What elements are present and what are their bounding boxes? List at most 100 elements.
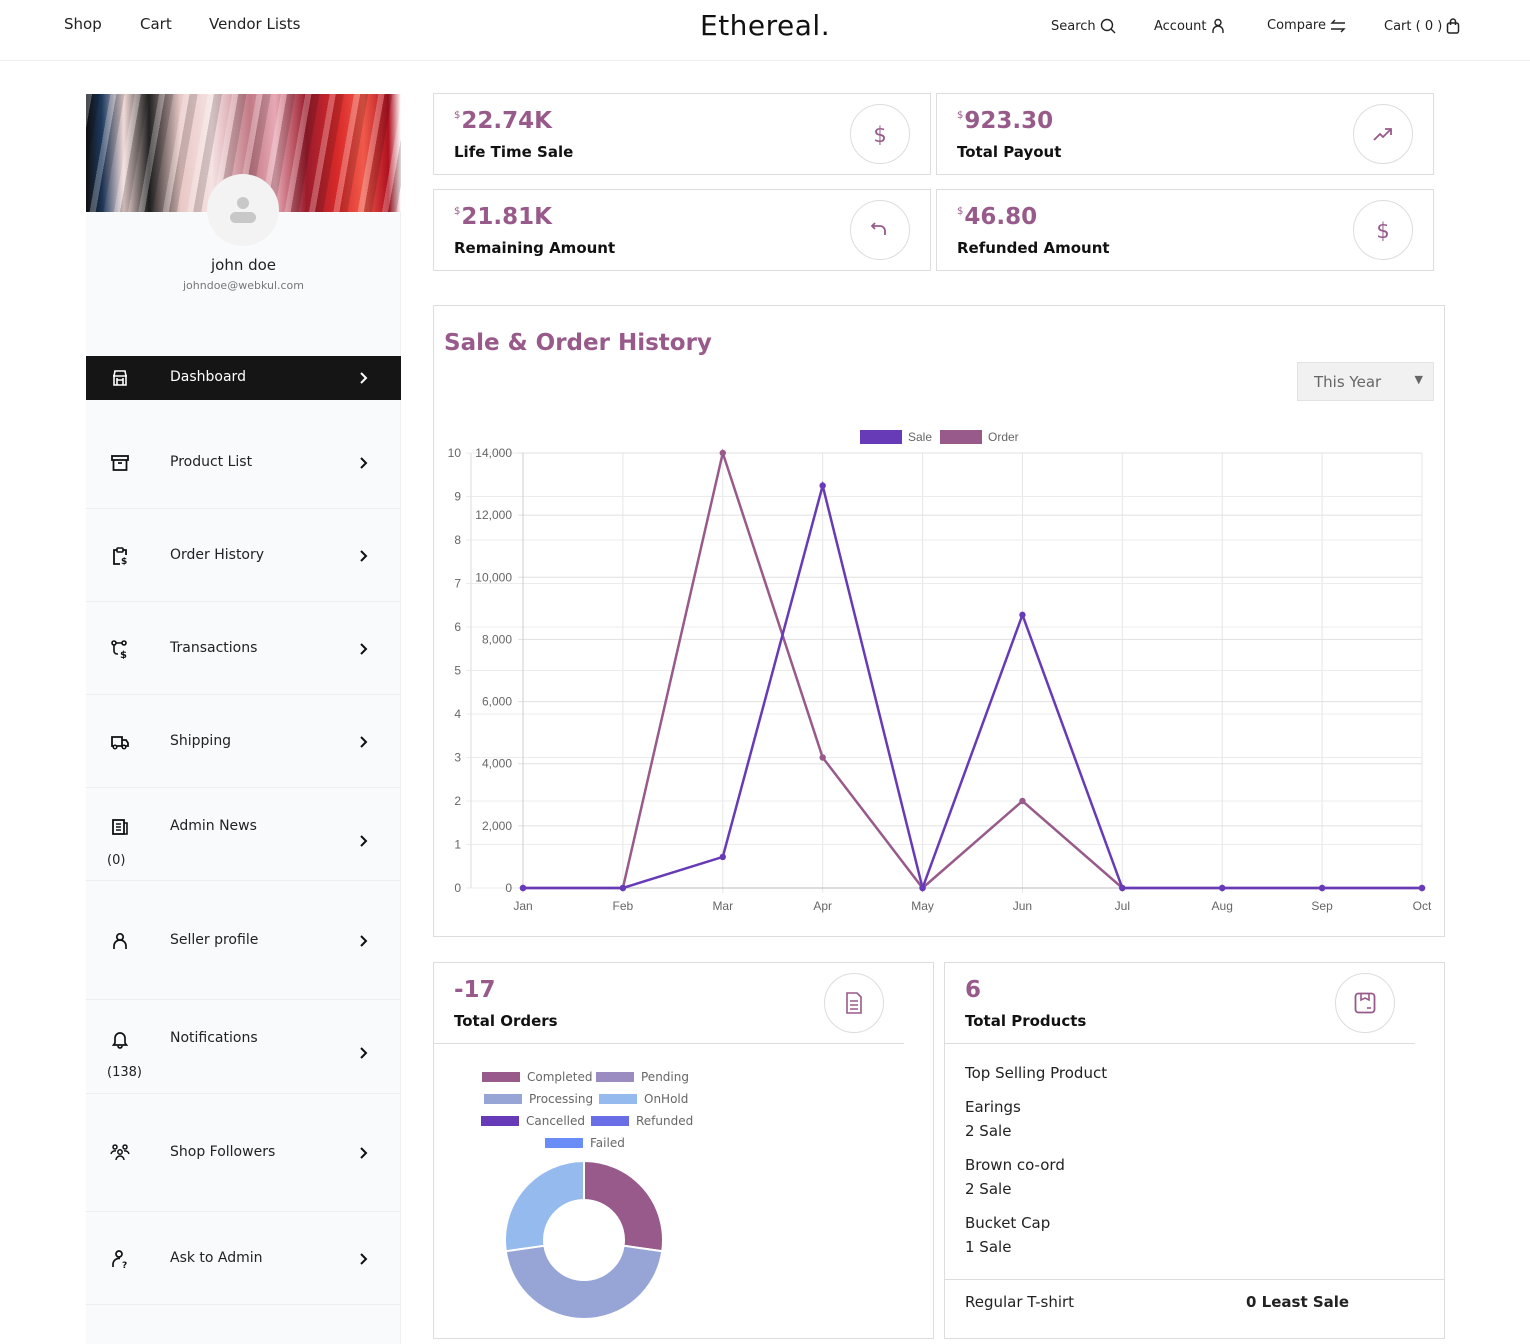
- data-point-sale[interactable]: [819, 482, 826, 489]
- legend-swatch[interactable]: [940, 430, 982, 444]
- x-tick-label: Jun: [1013, 899, 1032, 913]
- x-tick-label: Apr: [813, 899, 832, 913]
- stat-amount: 46.80: [964, 204, 1038, 230]
- legend-swatch: [591, 1116, 629, 1126]
- svg-text:$: $: [121, 557, 127, 566]
- x-tick-label: Oct: [1413, 899, 1432, 913]
- series-line-sale: [523, 480, 1422, 893]
- x-tick-label: Mar: [712, 899, 733, 913]
- divider: [434, 1043, 904, 1044]
- sidebar-item-notifications[interactable]: Notifications (138): [86, 1000, 401, 1094]
- left-tick-label: 10: [448, 446, 462, 460]
- data-point-order[interactable]: [1019, 797, 1026, 805]
- legend-label: Failed: [590, 1136, 625, 1150]
- sidebar-item-label: Shop Followers: [170, 1144, 276, 1160]
- nav-shop[interactable]: Shop: [64, 15, 102, 33]
- cart-button[interactable]: Cart ( 0 ): [1384, 18, 1460, 34]
- right-tick-label: 8,000: [482, 632, 512, 646]
- data-point-sale[interactable]: [1119, 884, 1126, 892]
- legend-item[interactable]: Failed: [545, 1136, 625, 1150]
- data-point-sale[interactable]: [1019, 611, 1026, 619]
- sidebar-item-shop-followers[interactable]: Shop Followers: [86, 1094, 401, 1212]
- stat-value: $21.81K: [454, 204, 552, 230]
- sidebar: john doe johndoe@webkul.com Dashboard Pr…: [86, 94, 401, 1344]
- bag-icon: [1447, 18, 1460, 34]
- sidebar-item-admin-news[interactable]: Admin News (0): [86, 788, 401, 881]
- undo-icon: [870, 222, 886, 235]
- legend-label[interactable]: Sale: [908, 430, 932, 444]
- bell-icon: [111, 1032, 129, 1049]
- stat-value: $22.74K: [454, 108, 552, 134]
- data-point-sale[interactable]: [719, 853, 726, 861]
- search-button[interactable]: Search: [1051, 18, 1116, 34]
- users-icon: [110, 1144, 130, 1161]
- sidebar-item-product-list[interactable]: Product List: [86, 416, 401, 509]
- legend-swatch[interactable]: [860, 430, 902, 444]
- chevron-right-icon: [360, 549, 368, 562]
- stat-amount: 923.30: [964, 108, 1054, 134]
- orders-icon-badge: [824, 973, 884, 1033]
- data-point-sale[interactable]: [919, 884, 926, 892]
- data-point-order[interactable]: [819, 754, 826, 761]
- arrows-exchange-icon: [1330, 19, 1346, 32]
- legend-swatch: [484, 1094, 522, 1104]
- clipboard-dollar-icon: $: [113, 546, 127, 566]
- x-tick-label: Jul: [1115, 899, 1130, 913]
- nav-vendor-lists[interactable]: Vendor Lists: [209, 15, 301, 33]
- legend-item[interactable]: Cancelled: [481, 1114, 585, 1128]
- x-tick-label: May: [911, 899, 934, 913]
- legend-item[interactable]: OnHold: [599, 1092, 688, 1106]
- data-point-sale[interactable]: [1318, 884, 1326, 892]
- logo[interactable]: Ethereal.: [700, 9, 831, 42]
- legend-label[interactable]: Order: [988, 430, 1019, 444]
- left-tick-label: 6: [454, 620, 461, 634]
- top-product-name: Earings: [965, 1098, 1021, 1116]
- slice-onhold[interactable]: [504, 1159, 585, 1253]
- stat-icon-badge: $: [1353, 200, 1413, 260]
- compare-button[interactable]: Compare: [1267, 18, 1346, 33]
- stat-value: $46.80: [957, 204, 1037, 230]
- right-tick-label: 6,000: [482, 695, 512, 709]
- chevron-down-icon: ▼: [1414, 373, 1423, 386]
- x-tick-label: Jan: [513, 899, 532, 913]
- right-tick-label: 0: [505, 881, 512, 895]
- legend-item[interactable]: Completed: [482, 1070, 592, 1084]
- chevron-right-icon: [360, 1252, 368, 1265]
- svg-text:?: ?: [122, 1261, 127, 1269]
- period-select[interactable]: This Year ▼: [1297, 362, 1434, 401]
- nav-cart[interactable]: Cart: [140, 15, 172, 33]
- user-icon: [113, 932, 127, 949]
- stat-amount: 22.74K: [461, 108, 552, 134]
- document-icon: [846, 992, 862, 1014]
- legend-item[interactable]: Pending: [596, 1070, 689, 1084]
- sidebar-item-shipping[interactable]: Shipping: [86, 695, 401, 788]
- sidebar-item-dashboard[interactable]: Dashboard: [86, 356, 401, 400]
- slice-processing[interactable]: [504, 1244, 664, 1320]
- account-button[interactable]: Account: [1154, 18, 1225, 34]
- sidebar-item-transactions[interactable]: $ Transactions: [86, 602, 401, 695]
- data-point-sale[interactable]: [1219, 884, 1226, 892]
- header-divider: [0, 60, 1530, 61]
- sidebar-item-label: Admin News: [170, 818, 257, 834]
- sidebar-item-seller-profile[interactable]: Seller profile: [86, 881, 401, 1000]
- data-point-order[interactable]: [719, 449, 726, 457]
- data-point-sale[interactable]: [619, 884, 627, 892]
- stat-label: Total Payout: [957, 143, 1062, 161]
- avatar[interactable]: [207, 174, 279, 246]
- sidebar-item-ask-to-admin[interactable]: ? Ask to Admin: [86, 1212, 401, 1305]
- sidebar-item-label: Shipping: [170, 732, 232, 749]
- slice-completed[interactable]: [583, 1159, 664, 1253]
- sidebar-item-count: (138): [107, 1065, 142, 1080]
- dollar-icon: $: [1376, 219, 1389, 241]
- legend-item[interactable]: Refunded: [591, 1114, 693, 1128]
- sidebar-item-order-history[interactable]: $ Order History: [86, 509, 401, 602]
- total-products-value: 6: [965, 977, 982, 1003]
- chevron-right-icon: [360, 735, 368, 748]
- user-placeholder-icon: [230, 197, 256, 223]
- dollar-icon: $: [873, 123, 886, 145]
- data-point-sale[interactable]: [1418, 884, 1426, 892]
- top-selling-title: Top Selling Product: [965, 1064, 1108, 1082]
- data-point-sale[interactable]: [519, 884, 527, 892]
- legend-item[interactable]: Processing: [484, 1092, 593, 1106]
- legend-label: Refunded: [636, 1114, 694, 1128]
